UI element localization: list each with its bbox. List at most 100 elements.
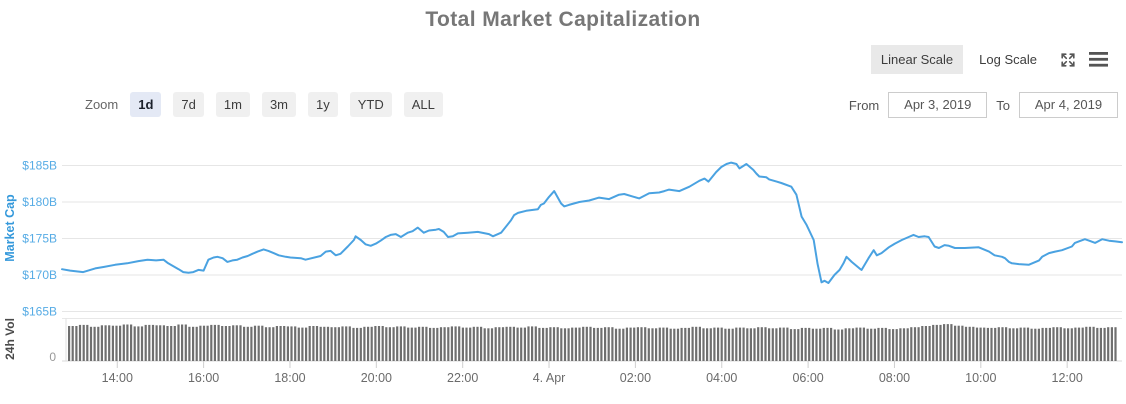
volume-bar (235, 325, 238, 361)
x-axis-label: 02:00 (620, 371, 651, 385)
volume-bar (403, 326, 406, 361)
volume-bar (283, 326, 286, 361)
volume-bar (1074, 327, 1077, 361)
volume-bar (979, 327, 982, 361)
scale-toggle: Linear Scale Log Scale (870, 45, 1108, 74)
volume-bar (192, 326, 195, 361)
x-axis-label: 08:00 (879, 371, 910, 385)
volume-bar (1110, 327, 1113, 361)
zoom-controls: Zoom 1d 7d 1m 3m 1y YTD ALL (85, 92, 443, 117)
volume-bar (913, 327, 917, 361)
volume-bar (97, 326, 100, 361)
volume-bar (997, 327, 1000, 361)
plot-area[interactable] (62, 150, 1122, 312)
volume-bar (367, 326, 370, 361)
fullscreen-icon[interactable] (1059, 51, 1077, 69)
volume-bar (954, 325, 957, 361)
volume-bar (374, 326, 377, 361)
volume-bar (819, 328, 822, 361)
volume-bar (399, 326, 402, 361)
zoom-button-all[interactable]: ALL (403, 92, 443, 117)
volume-bar (629, 327, 632, 361)
volume-bar (523, 327, 526, 361)
volume-bar (932, 324, 935, 361)
volume-bar (377, 326, 381, 361)
volume-bar (1012, 328, 1015, 361)
volume-bar (443, 327, 446, 361)
x-axis-label: 06:00 (792, 371, 823, 385)
volume-bar (866, 328, 869, 361)
volume-bar (232, 325, 235, 361)
volume-bar (1041, 327, 1044, 361)
volume-bar (676, 328, 680, 361)
volume-bar (851, 328, 855, 361)
volume-bar (921, 326, 924, 361)
volume-bar (1048, 327, 1051, 361)
x-axis-label: 16:00 (188, 371, 219, 385)
zoom-button-3m[interactable]: 3m (261, 92, 296, 117)
volume-bar (779, 327, 782, 361)
volume-bar (100, 325, 103, 361)
volume-bar (884, 327, 887, 361)
y-axis-label: $185B (22, 159, 57, 173)
volume-bar (301, 327, 304, 361)
zoom-button-1m[interactable]: 1m (215, 92, 250, 117)
volume-bar (611, 327, 614, 361)
volume-bar (224, 326, 227, 361)
volume-bar (1059, 327, 1062, 361)
volume-bar (1099, 327, 1102, 361)
volume-bar (213, 324, 216, 361)
volume-bar (210, 324, 213, 361)
volume-bar (972, 326, 975, 361)
volume-bar (1056, 327, 1059, 361)
volume-bar (162, 325, 165, 361)
volume-bar (133, 326, 136, 361)
volume-bar (983, 327, 986, 361)
linear-scale-button[interactable]: Linear Scale (870, 45, 964, 74)
volume-bar (407, 327, 410, 361)
zoom-button-ytd[interactable]: YTD (349, 92, 392, 117)
volume-bar (662, 327, 665, 361)
volume-bar (571, 327, 574, 361)
menu-icon[interactable] (1089, 52, 1108, 67)
volume-bar (935, 324, 938, 361)
volume-bar (614, 328, 618, 361)
volume-bar (410, 327, 413, 361)
volume-bar (1052, 327, 1055, 361)
volume-bar (622, 328, 625, 361)
volume-bar (841, 329, 844, 361)
volume-bar (738, 327, 742, 361)
volume-bar (487, 328, 490, 361)
volume-bar (173, 326, 176, 361)
volume-bar (870, 328, 873, 361)
volume-bar (746, 328, 749, 361)
volume-bar (964, 326, 968, 361)
to-date-input[interactable]: Apr 4, 2019 (1019, 92, 1118, 118)
log-scale-button[interactable]: Log Scale (969, 45, 1047, 74)
zoom-button-7d[interactable]: 7d (173, 92, 204, 117)
volume-bar (104, 325, 107, 361)
volume-bar (1034, 328, 1037, 361)
from-date-input[interactable]: Apr 3, 2019 (888, 92, 988, 118)
volume-bar (604, 327, 607, 361)
zoom-button-1d[interactable]: 1d (130, 92, 162, 117)
volume-bar (877, 327, 880, 361)
volume-bar (356, 327, 359, 361)
y-axis-label: $175B (22, 232, 57, 246)
volume-bar (108, 325, 111, 361)
x-axis-label: 14:00 (102, 371, 133, 385)
volume-bar (585, 326, 588, 361)
volume-bar (480, 326, 483, 361)
volume-bar (596, 327, 599, 361)
volume-bar (483, 328, 486, 361)
volume-bar (308, 326, 311, 361)
volume-bar (217, 324, 220, 361)
volume-bar (250, 326, 253, 361)
volume-bar (775, 328, 778, 361)
zoom-button-1y[interactable]: 1y (308, 92, 338, 117)
volume-bar (906, 328, 909, 361)
x-axis-label: 4. Apr (533, 371, 566, 385)
volume-bar (286, 326, 289, 361)
volume-bar (837, 329, 840, 361)
y-axis-label: $165B (22, 305, 57, 319)
